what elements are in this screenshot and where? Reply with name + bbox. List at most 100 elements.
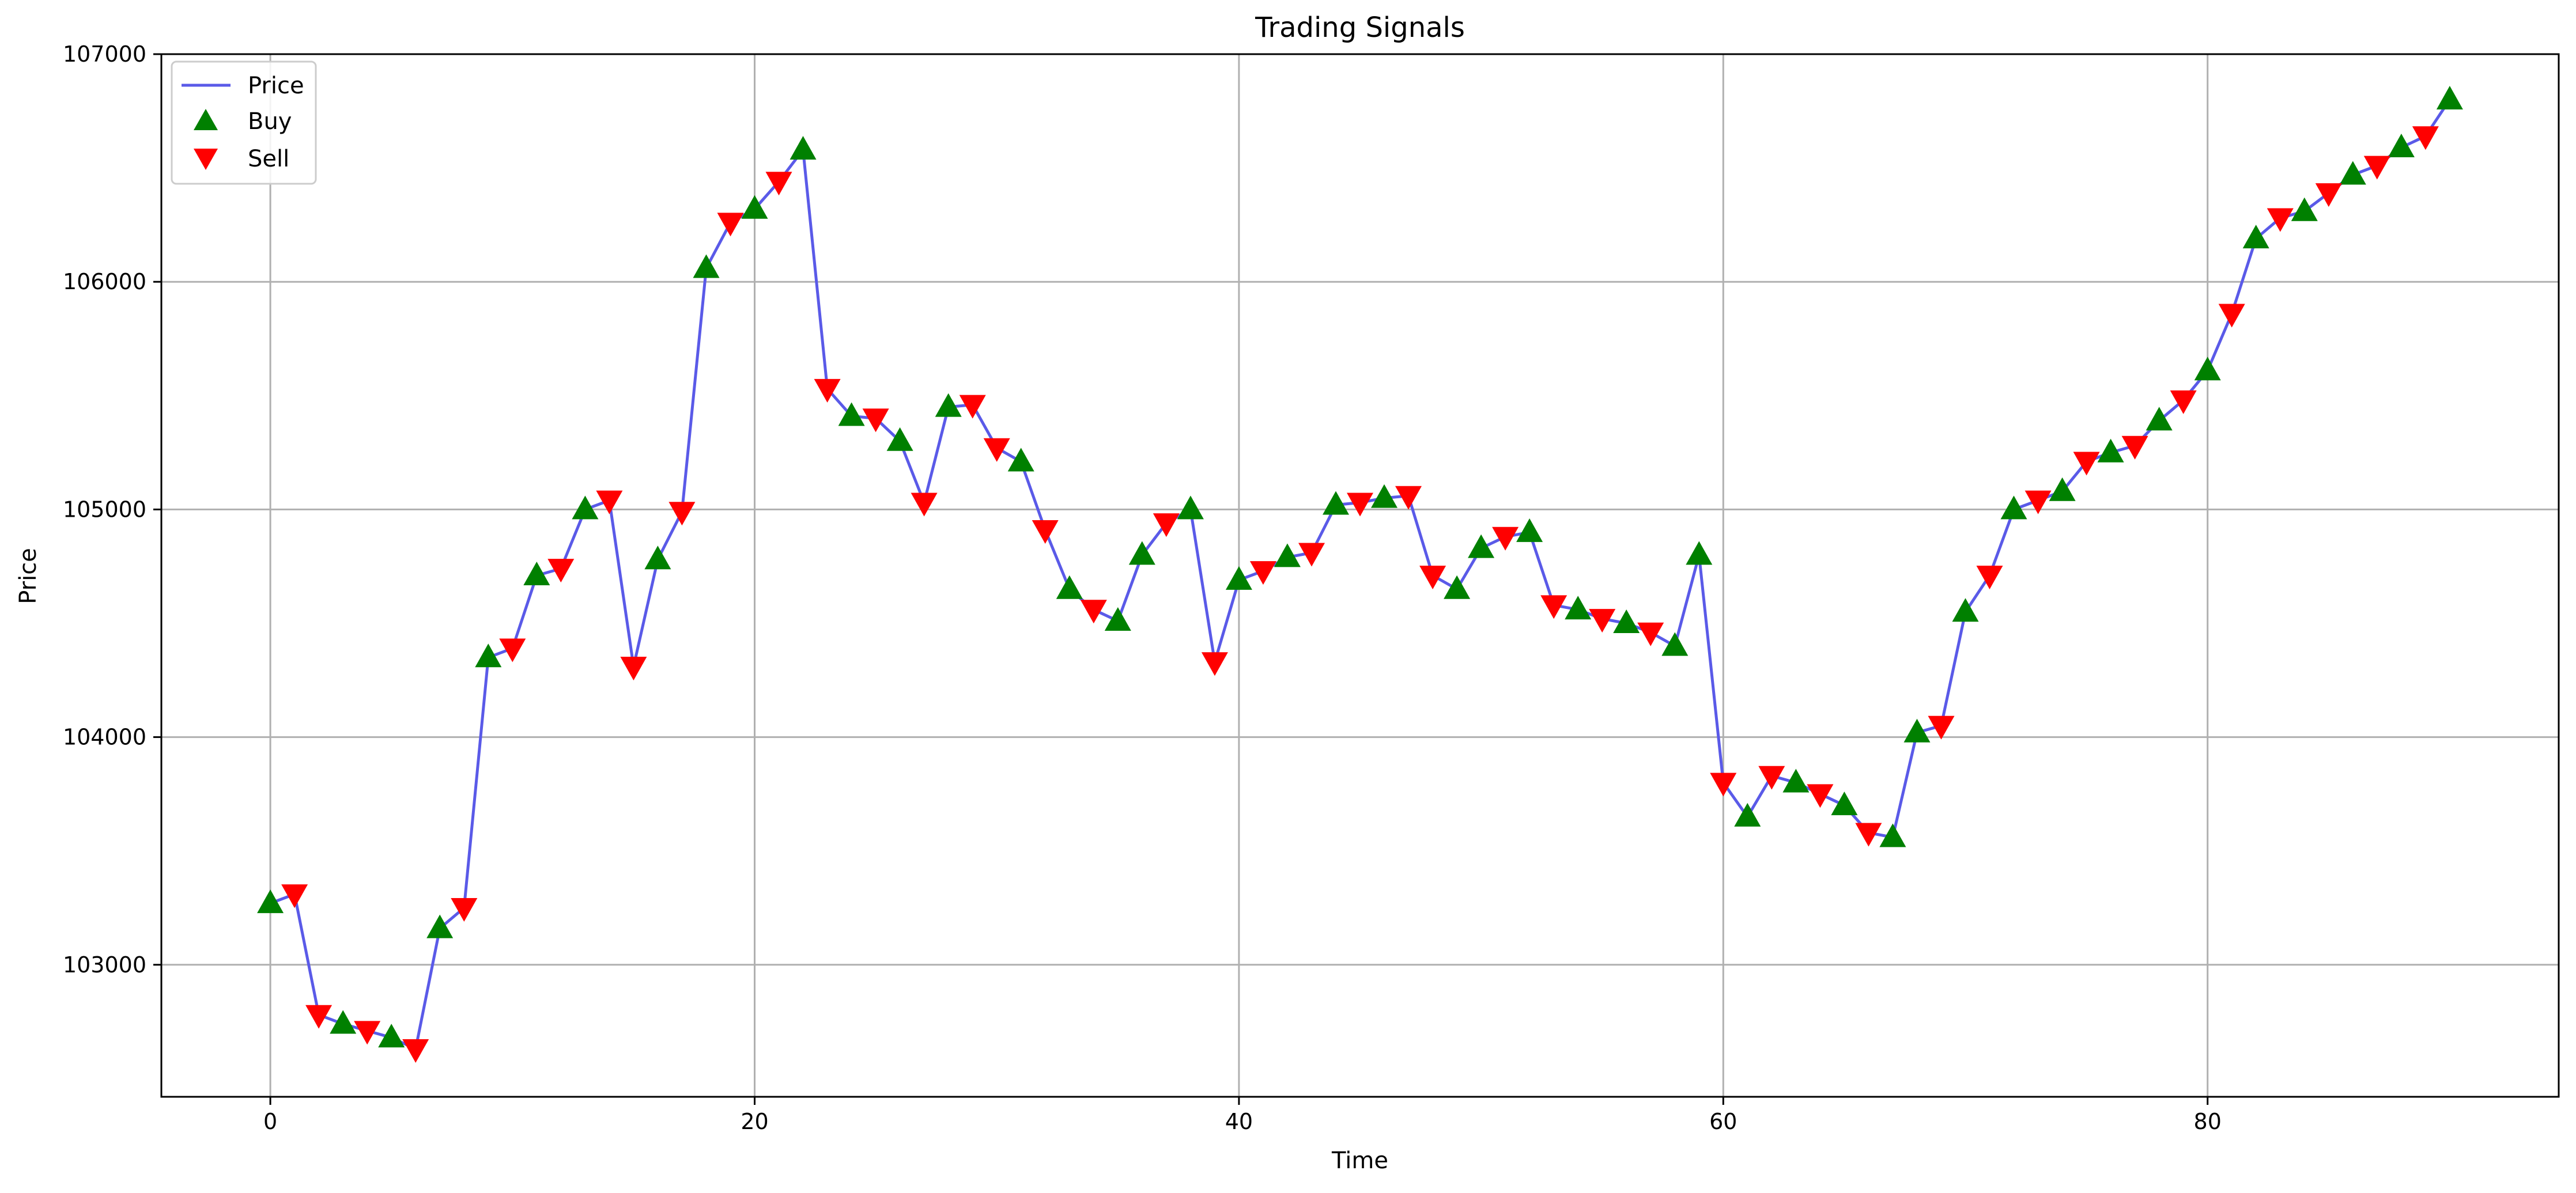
sell-marker [2363,156,2390,180]
axis-ticks: 0 20 40 60 80 103000 104000 105000 106000 107000 [63,41,2222,1134]
legend-buy-label: Buy [248,108,292,135]
buy-marker [1225,566,1252,590]
sell-marker [2073,452,2100,476]
buy-marker [1734,802,1761,827]
sell-marker [1976,566,2003,589]
buy-marker [838,402,865,426]
y-tick-label: 103000 [63,952,146,978]
buy-marker [1104,607,1131,631]
sell-marker [1637,622,1664,646]
legend-price-label: Price [248,73,304,99]
buy-marker [2000,495,2027,520]
sell-marker [305,1005,333,1029]
buy-marker [1686,541,1713,565]
sell-marker [2218,304,2245,328]
buy-marker [1274,543,1301,567]
plot-frame [160,53,2560,1098]
buy-marker [2097,438,2124,463]
buy-marker [644,546,671,570]
buy-marker [2388,134,2415,157]
sell-marker [1710,772,1737,797]
buy-marker [523,562,550,585]
sell-marker [499,638,526,662]
sell-marker [959,395,986,419]
y-tick-label: 105000 [63,497,146,522]
x-tick-label: 40 [1225,1109,1253,1134]
price-line [270,99,2451,1051]
buy-marker [1371,484,1397,508]
buy-marker [790,136,817,160]
sell-marker [765,172,792,196]
buy-marker [2436,86,2463,109]
buy-marker [2291,197,2318,221]
sell-marker [1492,527,1519,551]
buy-marker [257,889,284,914]
sell-marker [451,898,478,922]
buy-marker [693,254,720,278]
buy-marker [475,643,502,668]
legend: Price Buy Sell [171,60,317,185]
sell-marker [354,1021,381,1045]
sell-marker [1032,520,1059,544]
sell-marker [1758,766,1785,790]
buy-marker [935,393,962,417]
chart-title: Trading Signals [1255,12,1465,44]
sell-marker [2170,390,2197,414]
legend-buy-icon [194,109,218,130]
buy-marker [2242,225,2269,249]
buy-marker [2049,477,2076,501]
buy-marker [1177,495,1204,520]
buy-marker [1444,575,1471,599]
buy-marker [2146,407,2173,431]
sell-marker [1540,595,1567,619]
buy-marker [1323,491,1349,515]
x-tick-label: 80 [2194,1109,2222,1134]
sell-marker [668,502,696,526]
x-tick-label: 0 [263,1109,277,1134]
y-tick-label: 104000 [63,725,146,750]
sell-marker [1347,493,1373,517]
buy-marker [1516,518,1543,542]
sell-marker [717,213,744,237]
legend-sell-label: Sell [248,146,289,172]
buy-marker [1056,575,1083,599]
sell-marker [1395,486,1422,510]
buy-marker [886,427,913,451]
sell-marker [1201,652,1228,676]
y-axis-label: Price [15,548,41,604]
buy-marker [1903,718,1931,743]
buy-marker [1661,632,1689,656]
buy-marker [741,195,768,219]
buy-marker [2339,161,2366,185]
sell-marker [911,493,938,517]
buy-marker [1007,448,1034,472]
sell-marker [1249,561,1276,585]
x-tick-label: 60 [1709,1109,1737,1134]
signal-markers [257,86,2463,1063]
y-tick-label: 107000 [63,41,146,67]
sell-marker [814,378,841,403]
sell-marker [2315,183,2342,207]
sell-marker [1080,600,1107,624]
grid-lines [161,53,2559,1097]
sell-marker [402,1039,429,1063]
buy-marker [1565,596,1592,620]
sell-marker [1298,543,1325,567]
sell-marker [1153,513,1180,537]
sell-marker [983,438,1010,462]
buy-marker [1831,791,1858,816]
buy-marker [1128,541,1155,565]
buy-marker [1782,768,1810,793]
buy-marker [1613,609,1640,633]
y-tick-label: 106000 [63,269,146,294]
sell-marker [2267,208,2294,232]
buy-marker [2194,357,2221,381]
sell-marker [281,884,308,908]
buy-marker [378,1024,405,1048]
sell-marker [2121,435,2148,460]
buy-marker [572,495,599,520]
sell-marker [1928,715,1955,740]
sell-marker [862,408,889,433]
